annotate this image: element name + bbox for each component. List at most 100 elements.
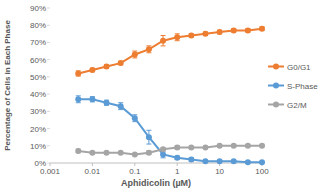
- y-tick: [47, 111, 50, 112]
- legend-marker: [273, 102, 279, 108]
- y-tick: [47, 94, 50, 95]
- error-cap: [132, 57, 137, 58]
- x-axis-label: Aphidicolin (µM): [121, 178, 191, 188]
- chart: 0%10%20%30%40%50%60%70%80%90%0.0010.010.…: [0, 0, 332, 189]
- error-bar: [76, 96, 81, 103]
- legend-label: G0/G1: [287, 63, 311, 72]
- point: [103, 100, 109, 106]
- point: [188, 145, 194, 151]
- plot-area: [75, 26, 265, 165]
- y-tick: [47, 76, 50, 77]
- point: [202, 145, 208, 151]
- y-tick: [47, 128, 50, 129]
- point: [245, 159, 251, 165]
- point: [259, 159, 265, 165]
- error-cap: [118, 102, 123, 103]
- y-tick-label: 20%: [30, 125, 46, 134]
- point: [160, 151, 166, 157]
- point: [231, 27, 237, 33]
- error-cap: [161, 35, 166, 36]
- point: [174, 145, 180, 151]
- error-cap: [146, 45, 151, 46]
- point: [217, 143, 223, 149]
- y-tick: [47, 59, 50, 60]
- y-tick-label: 10%: [30, 142, 46, 151]
- point: [160, 38, 166, 44]
- point: [146, 134, 152, 140]
- point: [188, 157, 194, 163]
- error-bar: [76, 71, 81, 76]
- series-line: [78, 29, 262, 74]
- legend-marker: [273, 64, 279, 70]
- point: [231, 143, 237, 149]
- point: [146, 150, 152, 156]
- point: [245, 143, 251, 149]
- point: [75, 70, 81, 76]
- legend-marker: [273, 83, 279, 89]
- error-cap: [146, 130, 151, 131]
- x-tick-label: 100: [255, 167, 269, 176]
- point: [202, 158, 208, 164]
- y-tick-label: 50%: [30, 73, 46, 82]
- x-tick-label: 0.01: [85, 167, 101, 176]
- y-tick-label: 60%: [30, 56, 46, 65]
- y-tick-label: 40%: [30, 90, 46, 99]
- error-cap: [132, 114, 137, 115]
- error-cap: [161, 45, 166, 46]
- legend-label: S-Phase: [287, 82, 318, 91]
- point: [174, 155, 180, 161]
- point: [103, 64, 109, 70]
- error-cap: [161, 157, 166, 158]
- x-tick-label: 0.1: [129, 167, 141, 176]
- point: [174, 34, 180, 40]
- point: [231, 158, 237, 164]
- error-cap: [175, 33, 180, 34]
- x-tick-label: 0.001: [40, 167, 61, 176]
- point: [118, 150, 124, 156]
- error-cap: [118, 109, 123, 110]
- error-bar: [132, 51, 137, 58]
- y-tick-label: 70%: [30, 38, 46, 47]
- point: [118, 103, 124, 109]
- x-tick-label: 10: [215, 167, 224, 176]
- point: [132, 115, 138, 121]
- error-cap: [132, 51, 137, 52]
- error-bar: [104, 100, 109, 105]
- error-bar: [175, 34, 180, 41]
- error-cap: [132, 121, 137, 122]
- y-tick: [47, 25, 50, 26]
- point: [245, 27, 251, 33]
- point: [75, 148, 81, 154]
- error-bar: [90, 97, 95, 102]
- y-tick-label: 90%: [30, 4, 46, 13]
- error-bar: [161, 36, 166, 46]
- y-tick: [47, 145, 50, 146]
- point: [259, 26, 265, 32]
- y-tick: [47, 42, 50, 43]
- error-cap: [146, 144, 151, 145]
- point: [132, 52, 138, 58]
- point: [132, 151, 138, 157]
- error-bar: [146, 46, 151, 53]
- y-tick-label: 80%: [30, 21, 46, 30]
- error-cap: [76, 95, 81, 96]
- point: [89, 96, 95, 102]
- error-cap: [175, 40, 180, 41]
- point: [75, 96, 81, 102]
- series-line: [78, 99, 262, 162]
- point: [188, 33, 194, 39]
- point: [89, 67, 95, 73]
- point: [103, 150, 109, 156]
- error-cap: [146, 52, 151, 53]
- error-bar: [146, 130, 151, 144]
- x-axis: [50, 163, 262, 164]
- point: [160, 146, 166, 152]
- point: [146, 46, 152, 52]
- point: [217, 158, 223, 164]
- error-bar: [118, 103, 123, 110]
- error-cap: [76, 102, 81, 103]
- point: [118, 60, 124, 66]
- point: [202, 31, 208, 37]
- x-tick-label: 1: [175, 167, 180, 176]
- point: [89, 150, 95, 156]
